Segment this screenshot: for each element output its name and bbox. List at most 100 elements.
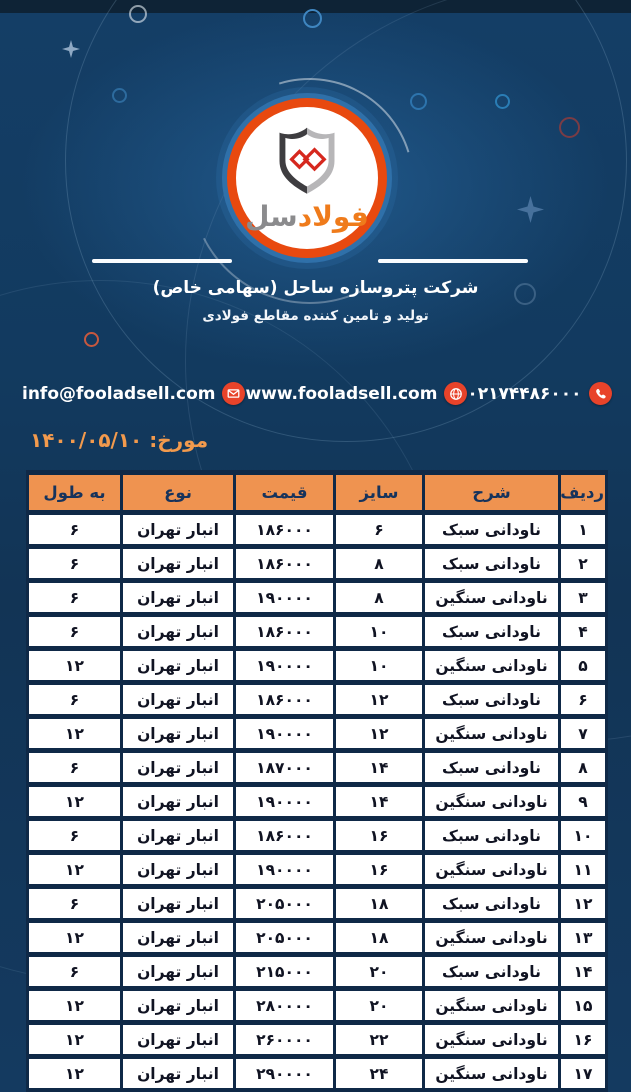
table-cell: ۱۹۰۰۰۰ xyxy=(236,719,333,748)
table-cell: انبار تهران xyxy=(123,787,233,816)
table-cell: ۲۰۵۰۰۰ xyxy=(236,889,333,918)
table-cell: ۱۲ xyxy=(336,719,422,748)
header-radif: ردیف xyxy=(560,475,605,510)
table-cell: ناودانی سبک xyxy=(425,889,558,918)
table-cell: ۱۴ xyxy=(336,787,422,816)
table-cell: ۱۰ xyxy=(336,651,422,680)
table-cell: ۱۴ xyxy=(561,957,605,986)
table-cell: ۱۲ xyxy=(29,855,120,884)
table-cell: ۲۱۵۰۰۰ xyxy=(236,957,333,986)
table-cell: ۲۰ xyxy=(336,957,422,986)
table-cell: انبار تهران xyxy=(123,821,233,850)
divider-line-left xyxy=(92,259,232,263)
table-row: ۱ ناودانی سبک ۶ ۱۸۶۰۰۰ انبار تهران ۶ xyxy=(29,515,605,544)
table-cell: ۱۸۶۰۰۰ xyxy=(236,515,333,544)
table-cell: ناودانی سنگین xyxy=(425,719,558,748)
table-cell: ۶ xyxy=(29,957,120,986)
decor-ring xyxy=(112,88,127,103)
table-cell: ۸ xyxy=(336,549,422,578)
company-name: شرکت پتروسازه ساحل (سهامی خاص) xyxy=(152,278,479,298)
email-contact[interactable]: info@fooladsell.com xyxy=(22,382,246,405)
table-row: ۸ ناودانی سبک ۱۴ ۱۸۷۰۰۰ انبار تهران ۶ xyxy=(29,753,605,782)
brand-orange-part: فولاد xyxy=(297,200,370,233)
table-cell: ۱۸۶۰۰۰ xyxy=(236,549,333,578)
header-size: سایز xyxy=(336,475,422,510)
decor-ring xyxy=(559,117,580,138)
table-cell: انبار تهران xyxy=(123,889,233,918)
table-cell: ۱۲ xyxy=(29,991,120,1020)
table-cell: ۱۱ xyxy=(561,855,605,884)
table-cell: ۲۰ xyxy=(336,991,422,1020)
table-row: ۱۲ ناودانی سبک ۱۸ ۲۰۵۰۰۰ انبار تهران ۶ xyxy=(29,889,605,918)
table-cell: ۱۰ xyxy=(561,821,605,850)
table-row: ۳ ناودانی سنگین ۸ ۱۹۰۰۰۰ انبار تهران ۶ xyxy=(29,583,605,612)
decor-ring xyxy=(84,332,99,347)
table-row: ۱۴ ناودانی سبک ۲۰ ۲۱۵۰۰۰ انبار تهران ۶ xyxy=(29,957,605,986)
table-row: ۵ ناودانی سنگین ۱۰ ۱۹۰۰۰۰ انبار تهران ۱۲ xyxy=(29,651,605,680)
table-cell: انبار تهران xyxy=(123,617,233,646)
table-row: ۶ ناودانی سبک ۱۲ ۱۸۶۰۰۰ انبار تهران ۶ xyxy=(29,685,605,714)
table-cell: ۱۹۰۰۰۰ xyxy=(236,583,333,612)
table-cell: ۲۶۰۰۰۰ xyxy=(236,1025,333,1054)
table-cell: ۶ xyxy=(561,685,605,714)
table-cell: انبار تهران xyxy=(123,753,233,782)
header-length: به طول xyxy=(29,475,120,510)
brand-name: فولادسل xyxy=(245,200,370,233)
table-cell: ۱۲ xyxy=(29,787,120,816)
phone-number[interactable]: ۰۲۱۷۴۴۸۶۰۰۰ xyxy=(467,383,582,404)
table-cell: انبار تهران xyxy=(123,685,233,714)
table-cell: ۶ xyxy=(29,617,120,646)
table-row: ۱۱ ناودانی سنگین ۱۶ ۱۹۰۰۰۰ انبار تهران ۱۲ xyxy=(29,855,605,884)
table-cell: ۱۲ xyxy=(336,685,422,714)
table-row: ۱۰ ناودانی سبک ۱۶ ۱۸۶۰۰۰ انبار تهران ۶ xyxy=(29,821,605,850)
table-cell: انبار تهران xyxy=(123,1059,233,1088)
table-cell: انبار تهران xyxy=(123,583,233,612)
table-cell: ۱۹۰۰۰۰ xyxy=(236,787,333,816)
table-cell: ۱۸۶۰۰۰ xyxy=(236,685,333,714)
table-cell: ۳ xyxy=(561,583,605,612)
divider-line-right xyxy=(378,259,528,263)
table-cell: ۱۲ xyxy=(561,889,605,918)
table-cell: انبار تهران xyxy=(123,651,233,680)
table-cell: ۶ xyxy=(29,685,120,714)
shield-logo-icon xyxy=(274,125,340,201)
table-cell: انبار تهران xyxy=(123,1025,233,1054)
table-cell: ۱۳ xyxy=(561,923,605,952)
table-row: ۱۶ ناودانی سنگین ۲۲ ۲۶۰۰۰۰ انبار تهران ۱۲ xyxy=(29,1025,605,1054)
header-sharh: شرح xyxy=(425,475,558,510)
table-cell: ناودانی سنگین xyxy=(425,991,558,1020)
price-table-body: ۱ ناودانی سبک ۶ ۱۸۶۰۰۰ انبار تهران ۶ ۲ ناودانی … xyxy=(29,515,605,1088)
table-cell: ناودانی سبک xyxy=(425,549,558,578)
phone-contact[interactable]: ۰۲۱۷۴۴۸۶۰۰۰ xyxy=(467,382,612,405)
table-row: ۱۷ ناودانی سنگین ۲۴ ۲۹۰۰۰۰ انبار تهران ۱۲ xyxy=(29,1059,605,1088)
table-cell: ۲۸۰۰۰۰ xyxy=(236,991,333,1020)
table-cell: ۶ xyxy=(29,889,120,918)
header-price: قیمت xyxy=(236,475,333,510)
table-cell: ۱۲ xyxy=(29,1025,120,1054)
table-cell: انبار تهران xyxy=(123,855,233,884)
table-row: ۹ ناودانی سنگین ۱۴ ۱۹۰۰۰۰ انبار تهران ۱۲ xyxy=(29,787,605,816)
table-row: ۲ ناودانی سبک ۸ ۱۸۶۰۰۰ انبار تهران ۶ xyxy=(29,549,605,578)
table-cell: ۲۴ xyxy=(336,1059,422,1088)
table-cell: ناودانی سبک xyxy=(425,515,558,544)
table-cell: ۱۲ xyxy=(29,651,120,680)
company-logo: فولادسل xyxy=(227,98,387,258)
website-text[interactable]: www.fooladsell.com xyxy=(245,383,438,404)
header-type: نوع xyxy=(123,475,233,510)
website-contact[interactable]: www.fooladsell.com xyxy=(245,382,468,405)
table-cell: ۱۶ xyxy=(336,821,422,850)
table-cell: ۱۴ xyxy=(336,753,422,782)
table-cell: انبار تهران xyxy=(123,923,233,952)
table-cell: ۲ xyxy=(561,549,605,578)
table-cell: ۱۹۰۰۰۰ xyxy=(236,855,333,884)
table-cell: ۲۲ xyxy=(336,1025,422,1054)
table-cell: ۱ xyxy=(561,515,605,544)
email-text[interactable]: info@fooladsell.com xyxy=(22,383,216,404)
table-cell: ۶ xyxy=(336,515,422,544)
table-cell: ۱۸ xyxy=(336,923,422,952)
table-cell: ۱۸ xyxy=(336,889,422,918)
table-cell: ناودانی سنگین xyxy=(425,855,558,884)
table-cell: انبار تهران xyxy=(123,515,233,544)
table-cell: ۶ xyxy=(29,583,120,612)
